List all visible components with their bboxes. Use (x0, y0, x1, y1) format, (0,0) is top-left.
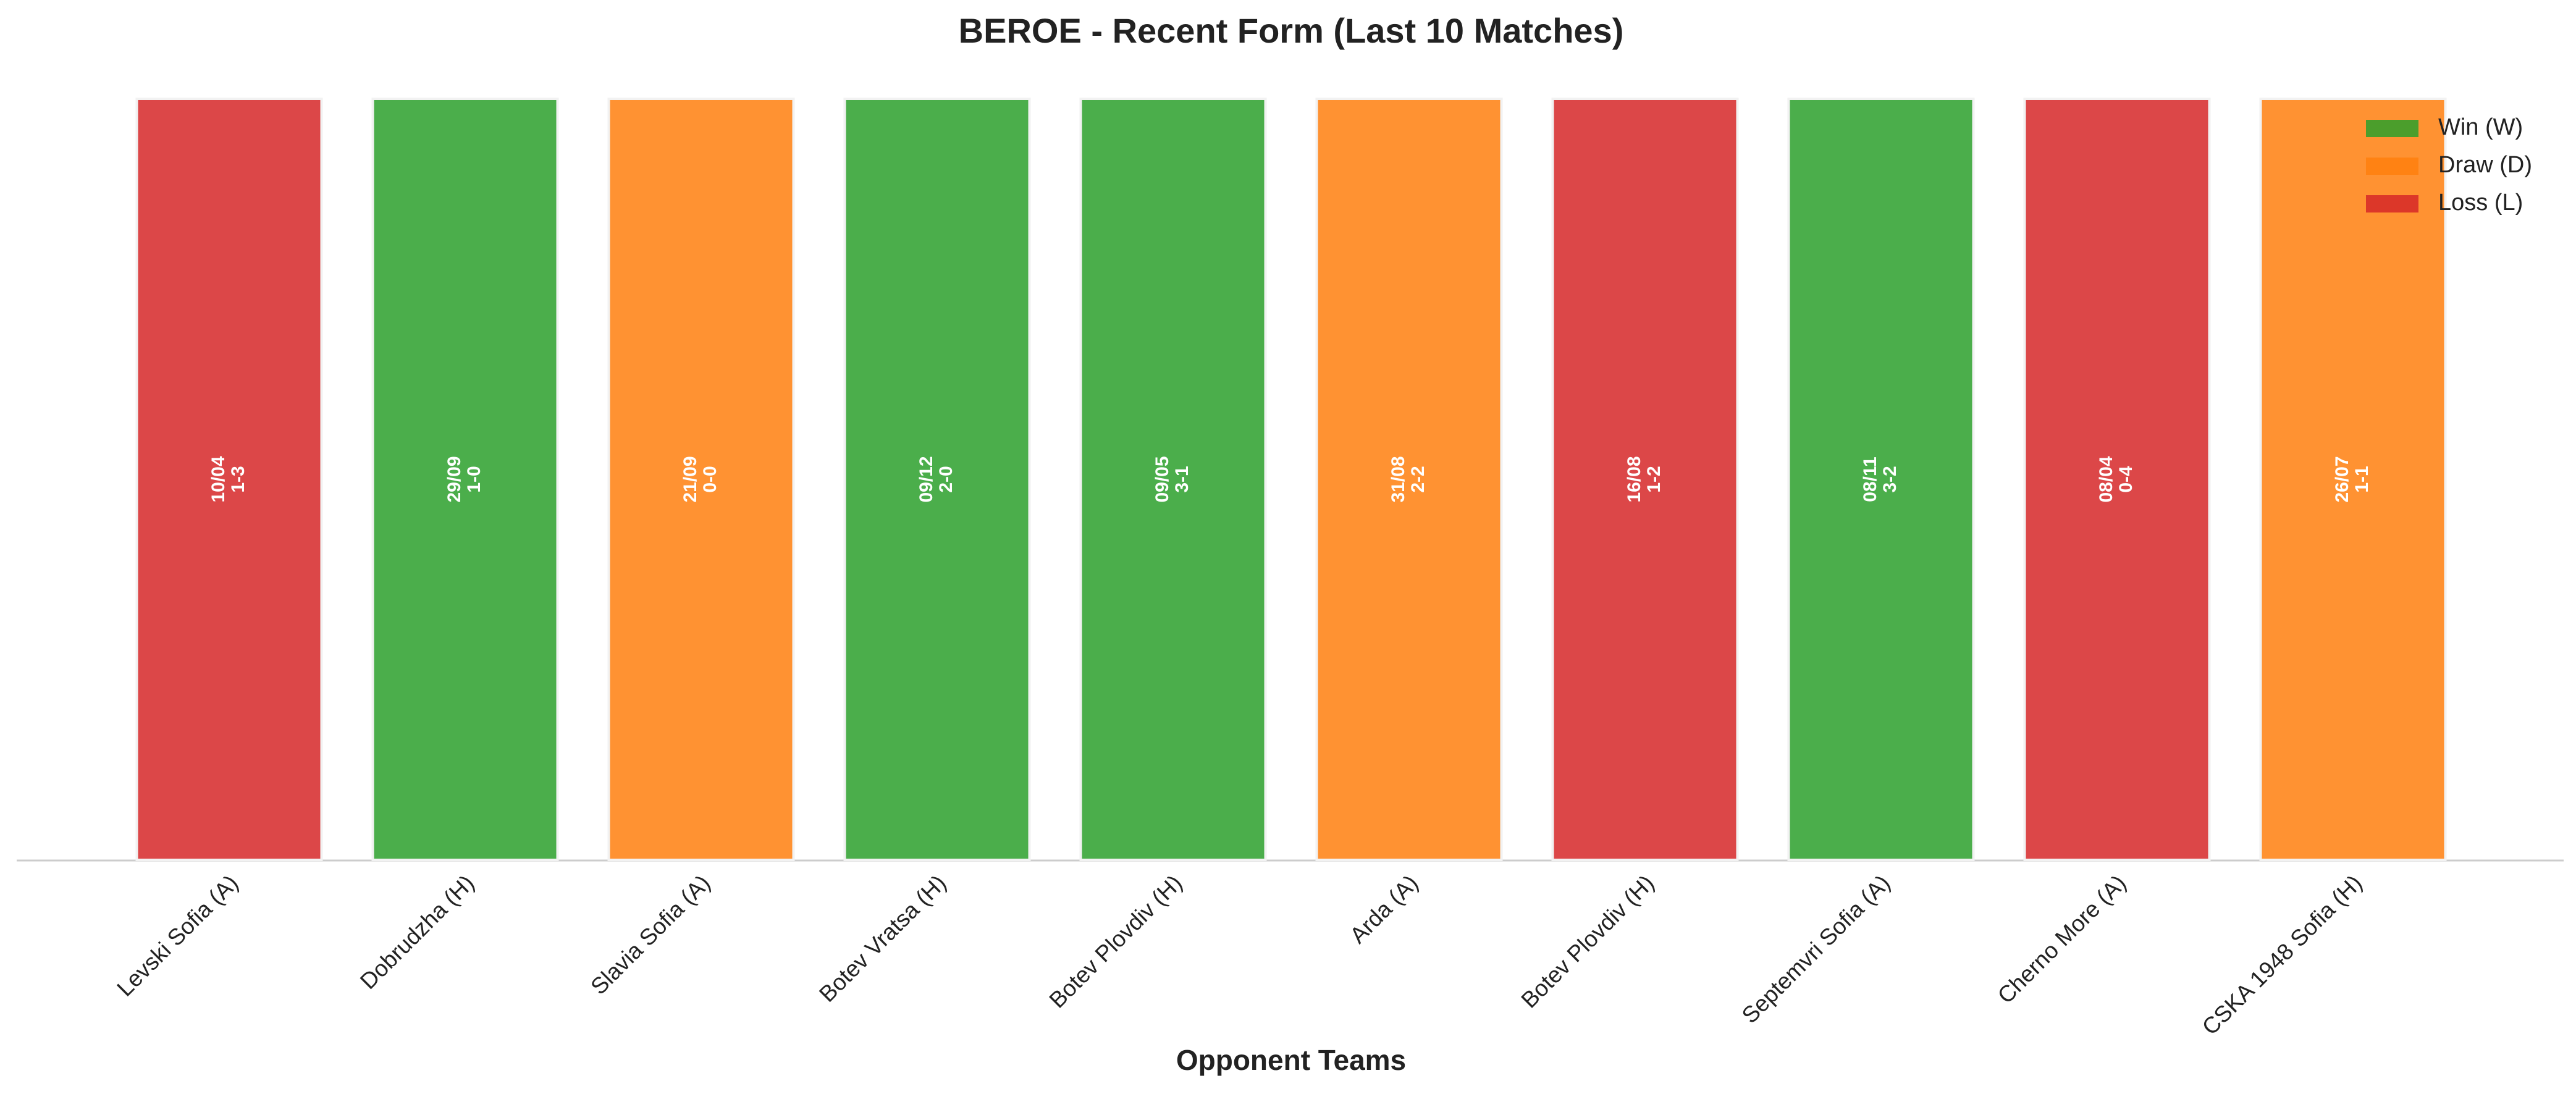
bar (135, 98, 323, 861)
legend-label: Draw (D) (2438, 152, 2532, 178)
match-date: 10/04 (208, 456, 229, 502)
bar-annotation: 10/04 1-3 (208, 456, 248, 502)
x-axis-label: Opponent Teams (1176, 1044, 1406, 1076)
x-tick-label: Septemvri Sofia (A) (1737, 870, 1895, 1029)
match-date: 26/07 (2332, 456, 2352, 502)
bar (1079, 98, 1267, 861)
bar-annotation: 08/11 3-2 (1860, 457, 1900, 502)
legend-label: Win (W) (2438, 114, 2523, 140)
legend-swatch (2366, 158, 2418, 175)
match-date: 21/09 (680, 456, 701, 502)
bar (1787, 98, 1975, 861)
bar-annotation: 21/09 0-0 (680, 456, 720, 502)
bar-annotation: 31/08 2-2 (1388, 456, 1428, 502)
match-date: 16/08 (1624, 456, 1644, 502)
bar (371, 98, 559, 861)
bar-annotation: 09/12 2-0 (916, 456, 956, 502)
match-date: 31/08 (1388, 456, 1408, 502)
x-tick-label: Cherno More (A) (1993, 870, 2131, 1009)
bar-annotation: 09/05 3-1 (1152, 456, 1192, 502)
match-date: 09/12 (916, 456, 937, 502)
x-tick-label: Botev Plovdiv (H) (1044, 870, 1187, 1013)
x-tick-label: CSKA 1948 Sofia (H) (2197, 870, 2367, 1040)
x-tick-label: Slavia Sofia (A) (586, 870, 715, 999)
bar-annotation: 16/08 1-2 (1624, 456, 1664, 502)
chart-title: BEROE - Recent Form (Last 10 Matches) (959, 11, 1624, 50)
bar (2259, 98, 2447, 861)
match-date: 29/09 (444, 456, 465, 502)
match-score: 1-3 (228, 466, 248, 492)
x-tick-label: Levski Sofia (A) (112, 870, 243, 1001)
bar (1315, 98, 1503, 861)
bar (607, 98, 795, 861)
match-score: 2-2 (1408, 466, 1428, 492)
x-tick-label: Botev Vratsa (H) (814, 870, 951, 1007)
match-score: 2-0 (936, 466, 956, 492)
bar-annotation: 08/04 0-4 (2096, 456, 2136, 502)
bar-annotation: 29/09 1-0 (444, 456, 484, 502)
bar-annotation: 26/07 1-1 (2332, 456, 2372, 502)
legend-swatch (2366, 195, 2418, 212)
match-date: 08/11 (1860, 457, 1880, 502)
x-tick-label: Arda (A) (1345, 870, 1423, 948)
bar (1551, 98, 1739, 861)
match-date: 09/05 (1152, 456, 1172, 502)
legend-swatch (2366, 120, 2418, 137)
match-date: 08/04 (2096, 456, 2116, 502)
match-score: 3-1 (1172, 466, 1192, 492)
x-tick-label: Botev Plovdiv (H) (1516, 870, 1659, 1013)
x-tick-label: Dobrudzha (H) (355, 870, 479, 995)
bar (843, 98, 1031, 861)
match-score: 0-4 (2116, 466, 2136, 493)
match-score: 3-2 (1880, 466, 1900, 492)
match-score: 1-2 (1644, 466, 1664, 492)
bar (2023, 98, 2211, 861)
legend-label: Loss (L) (2438, 190, 2523, 216)
match-score: 1-1 (2352, 466, 2372, 492)
match-score: 0-0 (700, 466, 720, 492)
match-score: 1-0 (464, 466, 484, 492)
